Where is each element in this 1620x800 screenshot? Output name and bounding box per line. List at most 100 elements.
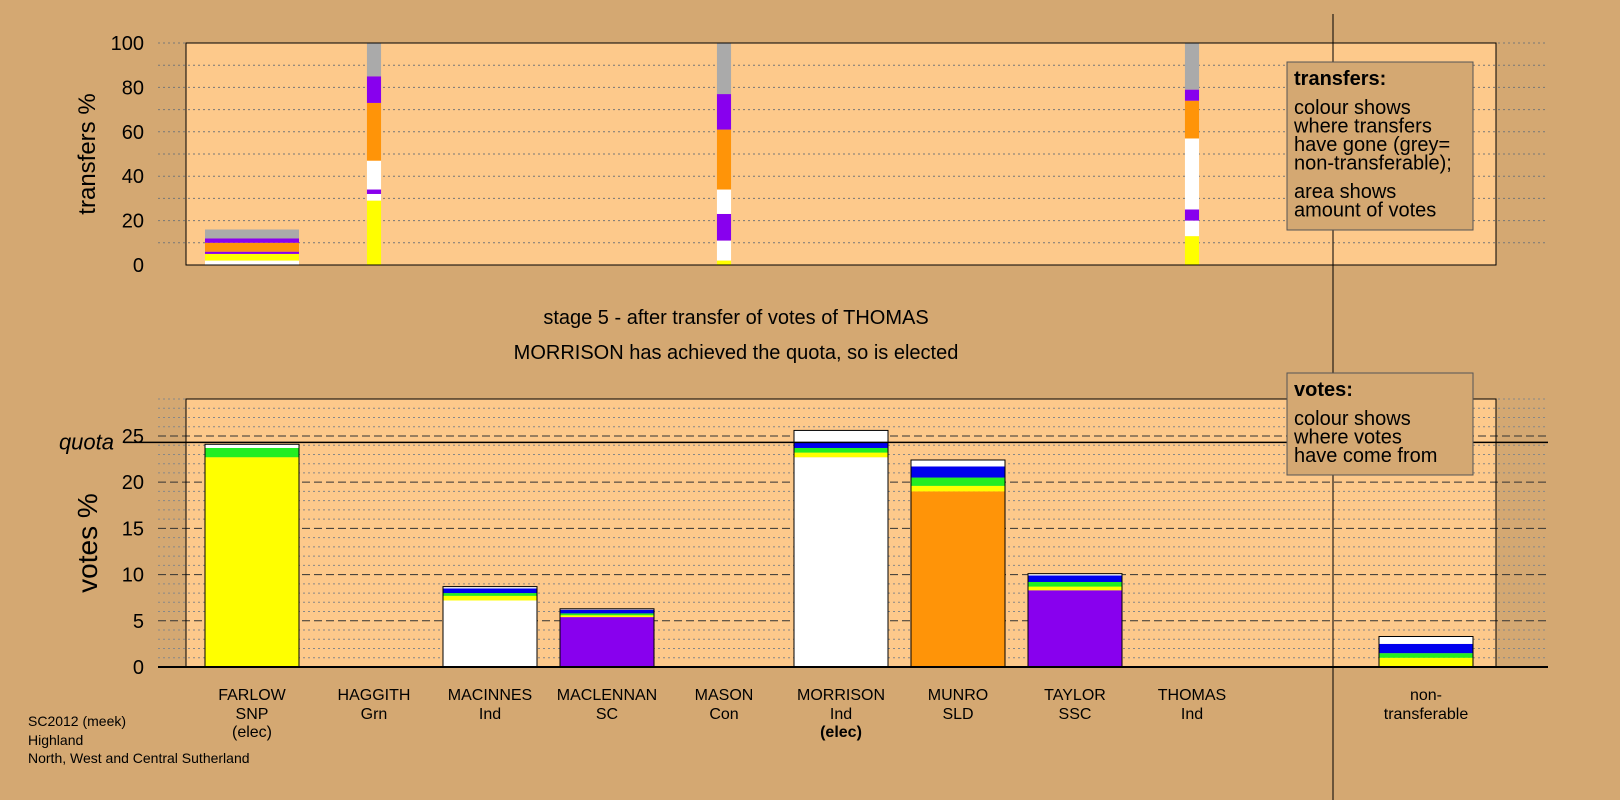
vote-bar-segment <box>911 459 1005 467</box>
transfer-segment <box>1184 43 1200 90</box>
transfer-segment <box>716 240 732 261</box>
vote-bar-segment <box>1028 573 1122 576</box>
transfer-segment <box>1184 236 1200 265</box>
candidate-party-label: Ind <box>479 706 501 723</box>
vote-bar-segment <box>205 457 299 667</box>
transfers-tick-label: 60 <box>122 122 144 144</box>
votes-tick-label: 5 <box>133 611 144 633</box>
votes-legend-text: where votes <box>1293 427 1402 449</box>
vote-bar-segment <box>560 609 654 614</box>
transfers-tick-label: 40 <box>122 166 144 188</box>
candidate-name-label: MUNRO <box>928 687 988 704</box>
vote-bar-segment <box>1028 586 1122 591</box>
transfers-legend-text: non-transferable); <box>1294 153 1452 175</box>
votes-tick-label: 15 <box>122 518 144 540</box>
transfer-segment <box>716 189 732 214</box>
candidate-name-label: FARLOW <box>218 687 286 704</box>
vote-bar-segment <box>443 593 537 596</box>
transfer-segment <box>205 251 299 254</box>
footer-region: Highland <box>28 732 84 748</box>
quota-label: quota <box>59 429 114 454</box>
vote-bar-segment <box>794 442 888 448</box>
transfers-tick-label: 20 <box>122 211 144 233</box>
votes-axis-label: votes % <box>72 493 103 593</box>
transfers-legend-text: amount of votes <box>1294 200 1436 222</box>
nontransferable-bar-segment <box>1379 636 1473 644</box>
nontransferable-label: non- <box>1410 687 1442 704</box>
vote-bar-segment <box>205 444 299 448</box>
vote-bar-segment <box>205 447 299 458</box>
candidate-party-label: SNP <box>236 706 269 723</box>
transfers-tick-label: 0 <box>133 255 144 277</box>
candidate-party-label: Grn <box>361 706 388 723</box>
candidate-name-label: MORRISON <box>797 687 885 704</box>
transfer-segment <box>205 253 299 261</box>
transfer-segment <box>366 102 382 161</box>
transfer-segment <box>1184 89 1200 101</box>
transfers-tick-label: 80 <box>122 77 144 99</box>
candidate-name-label: MACINNES <box>448 687 532 704</box>
votes-tick-label: 0 <box>133 657 144 679</box>
transfer-segment <box>366 193 382 201</box>
transfer-segment <box>716 94 732 130</box>
nontransferable-bar-segment <box>1379 657 1473 667</box>
footer-ward: North, West and Central Sutherland <box>28 750 250 766</box>
nontransferable-bar-segment <box>1379 643 1473 654</box>
transfer-segment <box>205 242 299 252</box>
vote-bar-segment <box>1028 581 1122 587</box>
vote-bar-segment <box>794 457 888 667</box>
transfer-segment <box>716 260 732 265</box>
candidate-name-label: MASON <box>695 687 754 704</box>
transfer-segment <box>1184 138 1200 210</box>
transfers-legend-text: have gone (grey= <box>1294 134 1450 156</box>
transfer-segment <box>1184 209 1200 221</box>
transfers-tick-label: 100 <box>111 33 144 55</box>
vote-bar-segment <box>911 466 1005 478</box>
candidate-party-label: Ind <box>830 706 852 723</box>
transfer-segment <box>366 189 382 194</box>
transfers-legend-text: where transfers <box>1293 116 1432 138</box>
vote-bar-segment <box>794 452 888 458</box>
transfer-segment <box>1184 100 1200 139</box>
transfers-plot-frame <box>185 42 1497 266</box>
transfer-segment <box>366 76 382 103</box>
stage-subtitle: MORRISON has achieved the quota, so is e… <box>514 342 959 364</box>
candidate-name-label: MACLENNAN <box>557 687 657 704</box>
candidate-party-label: Con <box>709 706 738 723</box>
votes-legend-text: have come from <box>1294 445 1437 467</box>
votes-tick-label: 20 <box>122 472 144 494</box>
vote-bar-segment <box>911 491 1005 667</box>
transfer-segment <box>716 43 732 95</box>
transfer-segment <box>1184 220 1200 237</box>
nontransferable-label: transferable <box>1384 706 1469 723</box>
vote-bar-segment <box>560 617 654 667</box>
vote-bar-segment <box>911 477 1005 486</box>
transfer-segment <box>366 160 382 190</box>
votes-legend-box <box>1286 372 1474 476</box>
vote-bar-segment <box>443 588 537 594</box>
vote-bar-segment <box>443 595 537 601</box>
votes-tick-label: 25 <box>122 426 144 448</box>
candidate-party-label: SC <box>596 706 618 723</box>
votes-tick-label: 10 <box>122 565 144 587</box>
candidate-status-label: (elec) <box>232 724 272 741</box>
vote-bar-segment <box>560 613 654 616</box>
transfer-segment <box>205 238 299 243</box>
candidate-party-label: SLD <box>942 706 973 723</box>
stage-title: stage 5 - after transfer of votes of THO… <box>543 307 928 329</box>
votes-legend-text: colour shows <box>1294 408 1411 430</box>
transfers-legend-text: area shows <box>1294 181 1396 203</box>
vote-bar-segment <box>911 485 1005 492</box>
votes-legend-title: votes: <box>1294 379 1353 401</box>
transfer-segment <box>716 129 732 190</box>
candidate-name-label: TAYLOR <box>1044 687 1106 704</box>
transfers-legend-box <box>1286 61 1474 231</box>
vote-bar-segment <box>794 430 888 443</box>
transfers-legend-title: transfers: <box>1294 68 1386 90</box>
transfer-segment <box>366 43 382 77</box>
vote-bar-segment <box>443 586 537 589</box>
vote-bar-segment <box>1028 575 1122 582</box>
candidate-party-label: Ind <box>1181 706 1203 723</box>
candidate-name-label: THOMAS <box>1158 687 1226 704</box>
